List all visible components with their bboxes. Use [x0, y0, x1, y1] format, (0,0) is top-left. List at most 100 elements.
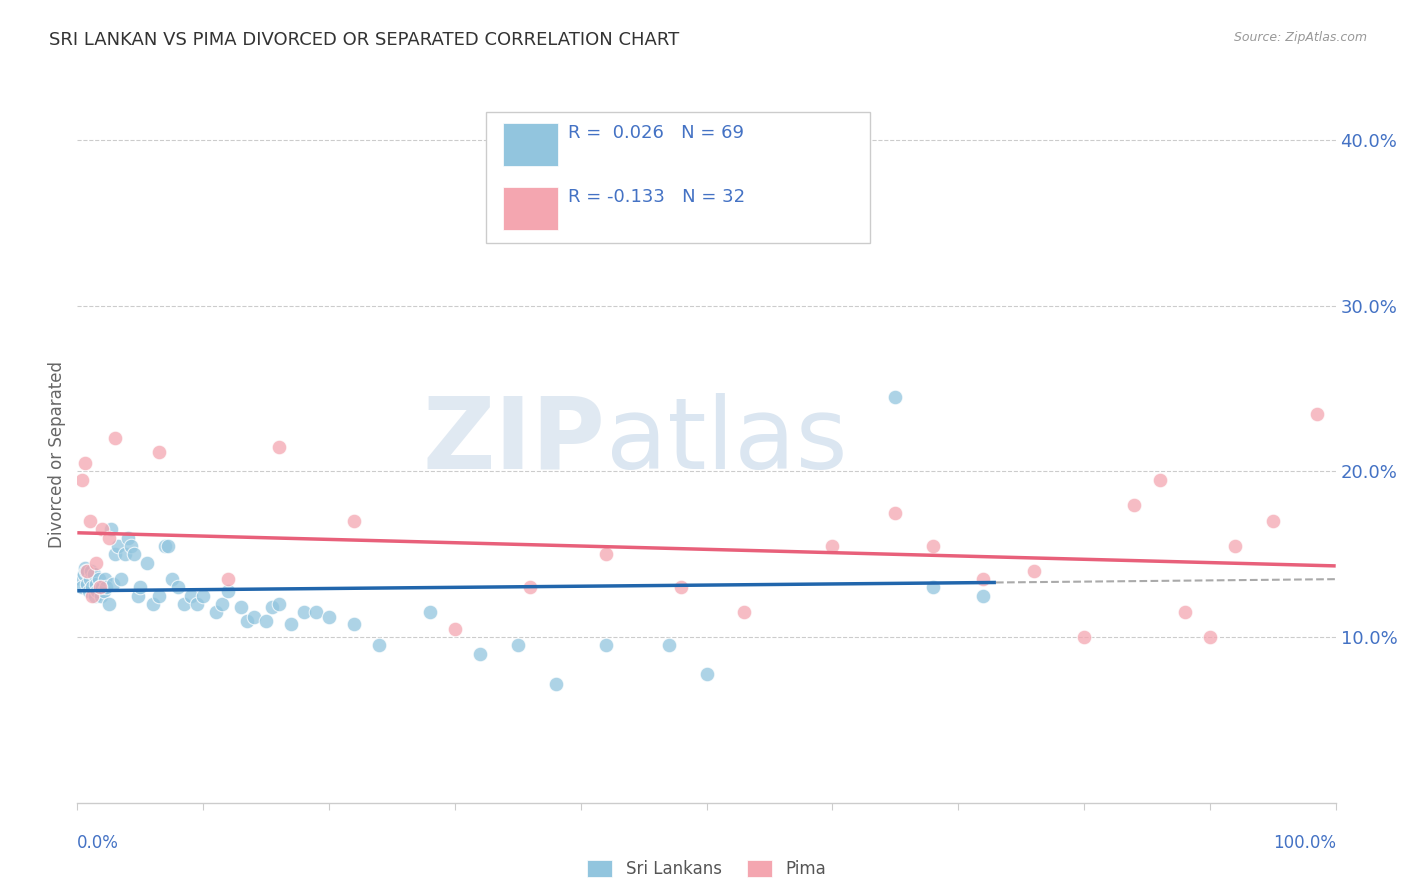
Point — [100, 523, 122, 537]
Point — [107, 539, 129, 553]
Point — [160, 572, 183, 586]
Point — [658, 639, 681, 653]
Text: 100.0%: 100.0% — [1272, 834, 1336, 852]
Point — [922, 539, 945, 553]
Point — [884, 390, 907, 404]
FancyBboxPatch shape — [486, 112, 870, 243]
Point — [72, 581, 94, 595]
Point — [75, 564, 97, 578]
Point — [595, 639, 617, 653]
Point — [90, 589, 112, 603]
Point — [343, 514, 366, 528]
Point — [186, 597, 208, 611]
Point — [884, 506, 907, 520]
Point — [148, 589, 170, 603]
Point — [1149, 473, 1171, 487]
Point — [671, 581, 693, 595]
Point — [86, 583, 108, 598]
Text: Source: ZipAtlas.com: Source: ZipAtlas.com — [1233, 31, 1367, 45]
Point — [506, 639, 529, 653]
Point — [733, 605, 755, 619]
Point — [94, 572, 117, 586]
Point — [96, 581, 118, 595]
Point — [217, 583, 239, 598]
Point — [292, 605, 315, 619]
Point — [97, 597, 120, 611]
Point — [468, 647, 491, 661]
Point — [76, 564, 98, 578]
Point — [97, 531, 120, 545]
Point — [142, 597, 165, 611]
Point — [191, 589, 215, 603]
Point — [229, 600, 252, 615]
Point — [89, 581, 111, 595]
Text: ZIP: ZIP — [423, 392, 606, 490]
Point — [173, 597, 195, 611]
Point — [114, 547, 136, 561]
Point — [117, 531, 139, 545]
Point — [217, 572, 239, 586]
Point — [127, 589, 149, 603]
Point — [1073, 630, 1095, 644]
Point — [444, 622, 467, 636]
Point — [922, 581, 945, 595]
Point — [1174, 605, 1197, 619]
Point — [91, 581, 114, 595]
Point — [280, 616, 302, 631]
Point — [129, 581, 152, 595]
Point — [368, 639, 391, 653]
Point — [70, 572, 93, 586]
Point — [84, 589, 107, 603]
Point — [72, 473, 94, 487]
Point — [110, 572, 132, 586]
Point — [318, 610, 340, 624]
Point — [156, 539, 179, 553]
Point — [148, 444, 170, 458]
Point — [180, 589, 202, 603]
Point — [79, 572, 101, 586]
Point — [122, 547, 145, 561]
Point — [211, 597, 233, 611]
Point — [84, 556, 107, 570]
Point — [87, 572, 110, 586]
Point — [419, 605, 441, 619]
Point — [343, 616, 366, 631]
Point — [1022, 564, 1045, 578]
Point — [696, 666, 718, 681]
Point — [595, 547, 617, 561]
Point — [267, 597, 290, 611]
Point — [972, 572, 994, 586]
Point — [135, 556, 157, 570]
Point — [89, 581, 111, 595]
Text: R =  0.026   N = 69: R = 0.026 N = 69 — [568, 124, 744, 142]
Point — [76, 577, 98, 591]
Point — [519, 581, 541, 595]
Point — [80, 564, 103, 578]
Point — [84, 577, 107, 591]
Text: R = -0.133   N = 32: R = -0.133 N = 32 — [568, 188, 745, 206]
Point — [267, 440, 290, 454]
Point — [73, 560, 96, 574]
Legend: Sri Lankans, Pima: Sri Lankans, Pima — [581, 854, 832, 885]
Point — [104, 547, 127, 561]
Point — [93, 583, 115, 598]
Point — [544, 676, 567, 690]
FancyBboxPatch shape — [503, 187, 558, 230]
Text: SRI LANKAN VS PIMA DIVORCED OR SEPARATED CORRELATION CHART: SRI LANKAN VS PIMA DIVORCED OR SEPARATED… — [49, 31, 679, 49]
Point — [82, 581, 104, 595]
Point — [104, 431, 127, 445]
Point — [972, 589, 994, 603]
Point — [236, 614, 259, 628]
Point — [1261, 514, 1284, 528]
Point — [305, 605, 328, 619]
Text: 0.0%: 0.0% — [77, 834, 120, 852]
Point — [262, 600, 284, 615]
Point — [242, 610, 264, 624]
Point — [1198, 630, 1220, 644]
Point — [101, 577, 124, 591]
Point — [1123, 498, 1146, 512]
Point — [1223, 539, 1246, 553]
Point — [821, 539, 844, 553]
Point — [82, 589, 104, 603]
Point — [73, 456, 96, 470]
